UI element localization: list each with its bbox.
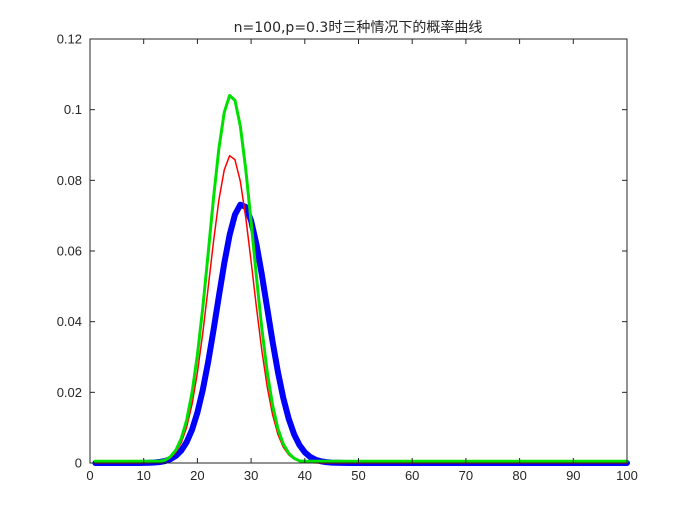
x-tick-label: 20 bbox=[190, 468, 204, 483]
x-tick-label: 90 bbox=[566, 468, 580, 483]
x-tick-label: 100 bbox=[616, 468, 638, 483]
y-tick-label: 0.12 bbox=[57, 32, 82, 47]
y-tick-label: 0.08 bbox=[57, 173, 82, 188]
x-tick-label: 70 bbox=[459, 468, 473, 483]
y-tick-label: 0.02 bbox=[57, 385, 82, 400]
series-line-green bbox=[93, 93, 629, 463]
x-tick-label: 30 bbox=[244, 468, 258, 483]
x-tick-label: 40 bbox=[298, 468, 312, 483]
plot-background bbox=[90, 39, 627, 463]
chart-title: n=100,p=0.3时三种情况下的概率曲线 bbox=[234, 19, 483, 36]
axes-layer: 0 10 20 30 40 50 60 70 80 90 100 0 0.02 0.04 0.06 0.08 0… bbox=[57, 32, 638, 484]
x-tick-label: 80 bbox=[512, 468, 526, 483]
y-tick-label: 0.06 bbox=[57, 244, 82, 259]
plot-area bbox=[90, 39, 627, 463]
y-tick-label: 0.1 bbox=[64, 102, 82, 117]
x-tick-label: 60 bbox=[405, 468, 419, 483]
y-tick-label: 0.04 bbox=[57, 314, 82, 329]
x-tick-label: 0 bbox=[86, 468, 93, 483]
x-tick-label: 10 bbox=[136, 468, 150, 483]
y-tick-label: 0 bbox=[75, 456, 82, 471]
x-tick-label: 50 bbox=[351, 468, 365, 483]
